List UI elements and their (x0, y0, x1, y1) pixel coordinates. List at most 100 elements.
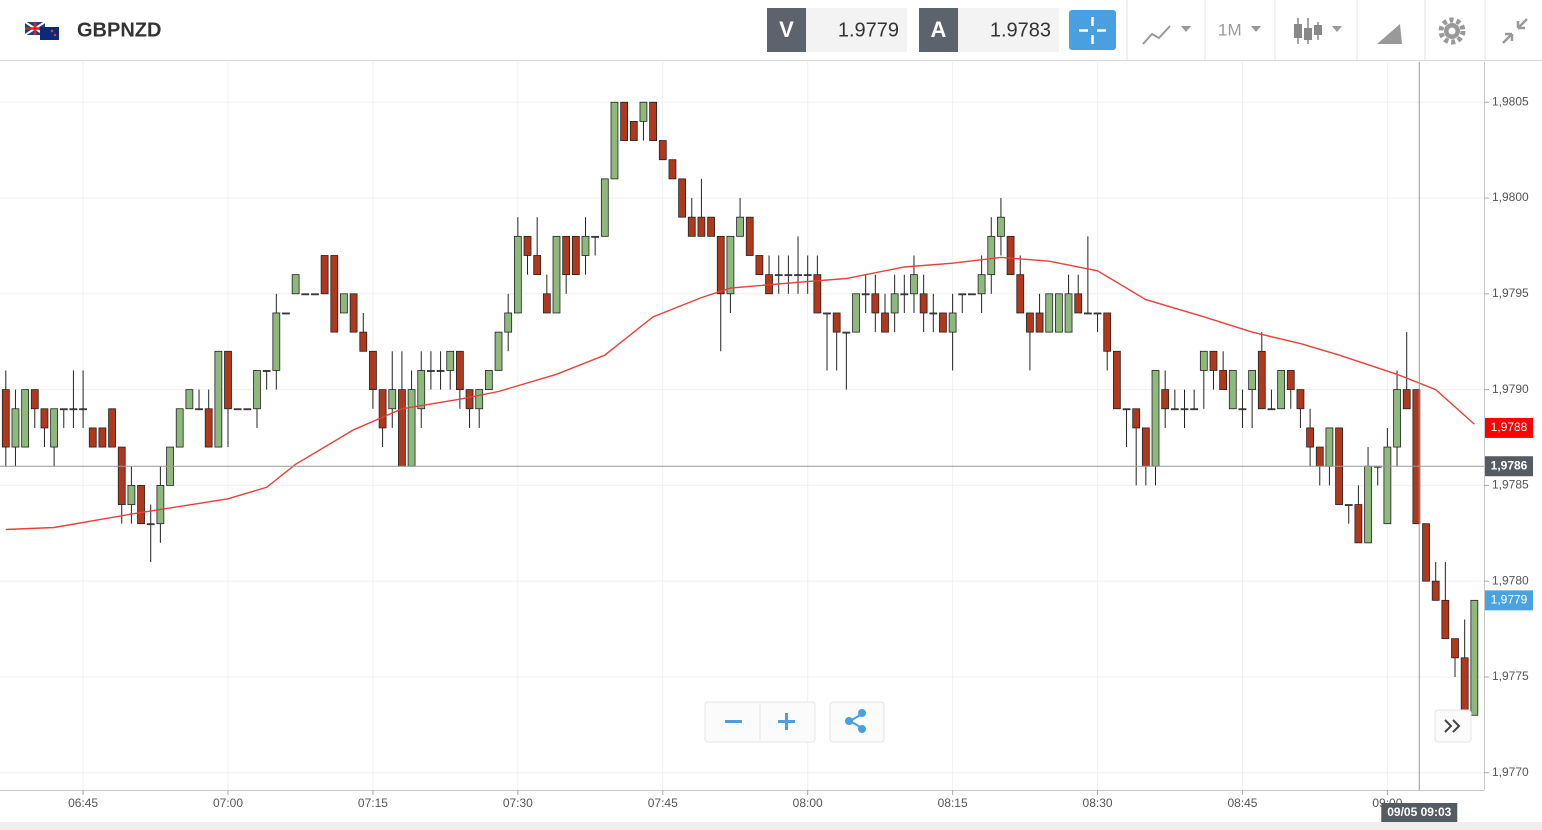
candle-body (1470, 599, 1479, 716)
candle-body (745, 216, 754, 256)
candle-body (968, 293, 976, 296)
candle-body (842, 331, 851, 334)
candle-icon (1304, 28, 1312, 40)
candle-body (1257, 350, 1266, 410)
candle-body (378, 389, 387, 429)
x-tick-label: 08:15 (938, 796, 968, 810)
candle-body (301, 293, 310, 296)
candle-body (21, 389, 29, 448)
candle-body (1055, 293, 1063, 333)
candle-body (436, 370, 445, 372)
candle-body (1364, 465, 1372, 544)
candle-body (813, 274, 822, 314)
ask-button[interactable] (919, 8, 958, 52)
scroll-end-button[interactable] (1434, 709, 1472, 743)
candle-body (803, 274, 812, 277)
interval-button[interactable]: 1M (1218, 20, 1261, 39)
candle-body (900, 293, 909, 296)
candle-body (1112, 350, 1121, 410)
price-badge (1485, 417, 1533, 438)
candle-body (146, 523, 155, 526)
candle-body (1277, 370, 1285, 410)
candle-body (117, 446, 126, 505)
candle-body (620, 101, 629, 141)
candle-body (108, 408, 116, 448)
x-tick-label: 07:45 (648, 796, 678, 810)
candle-body (987, 235, 996, 276)
candle-body (417, 370, 426, 410)
candle-body (282, 312, 290, 315)
header: GBPNZD V 1.9779 A 1.9783 1M (0, 0, 1542, 61)
candle-body (291, 274, 300, 295)
settings-button[interactable] (1438, 17, 1466, 45)
candle-body (156, 484, 165, 525)
candle-body (726, 235, 735, 295)
candle-body (871, 293, 880, 314)
candle-body (224, 350, 232, 410)
candle-body (195, 408, 203, 411)
candle-body (1199, 350, 1208, 371)
bid-price: 1.9779 (838, 19, 899, 41)
candle-body (1393, 389, 1401, 448)
candle-body (1460, 657, 1469, 716)
candle-body (678, 178, 686, 218)
candle-body (1402, 389, 1411, 410)
candle-body (890, 293, 899, 314)
crosshair-button[interactable] (1069, 10, 1116, 50)
candle-body (1422, 523, 1430, 582)
candle-body (262, 370, 271, 372)
candle-body (185, 389, 194, 410)
candle-body (600, 178, 609, 237)
dropdown-arrow (1332, 26, 1342, 32)
candle-body (542, 293, 551, 314)
candle-body (311, 293, 319, 296)
candle-body (997, 216, 1005, 237)
candle-body (1344, 504, 1353, 506)
bid-button[interactable] (767, 8, 806, 52)
chart-type-button[interactable] (1142, 25, 1191, 45)
candle-body (214, 350, 223, 448)
candle-body (716, 235, 725, 295)
scroll-end-icon (1444, 719, 1461, 733)
candle-body (330, 255, 339, 333)
candle-body (398, 389, 406, 467)
share-box (829, 701, 885, 743)
candle-type-button[interactable] (1294, 18, 1342, 44)
bottom-strip (0, 822, 1542, 830)
candle-body (175, 408, 184, 448)
collapse-icon[interactable] (1502, 18, 1528, 44)
x-tick-label: 07:30 (503, 796, 533, 810)
x-tick-label: 07:00 (213, 796, 243, 810)
candle-body (69, 408, 78, 411)
flag-star (53, 33, 57, 37)
candle-body (1103, 312, 1112, 352)
gear-hole (1448, 27, 1456, 35)
zoom-in[interactable] (778, 713, 795, 730)
y-tick-label: 1,9785 (1492, 478, 1529, 492)
candle-icon (1314, 25, 1322, 35)
candle-body (1383, 446, 1392, 525)
share-dot (845, 717, 853, 725)
draw-icon[interactable] (1377, 24, 1402, 44)
candle-body (272, 312, 281, 371)
candle-body (1190, 408, 1199, 411)
candle-body (1325, 427, 1334, 467)
candle-body (1296, 389, 1305, 410)
candle-body (707, 216, 715, 237)
dropdown-arrow (1251, 26, 1261, 32)
candle-body (861, 293, 870, 296)
candle-body (1151, 370, 1160, 467)
candle-body (1016, 274, 1025, 314)
candle-body (1248, 370, 1257, 391)
share-button[interactable] (845, 709, 866, 733)
candle-body (523, 235, 532, 256)
y-tick-label: 1,9770 (1492, 765, 1529, 779)
zoom-controls (704, 701, 1472, 743)
dropdown-arrow (1181, 26, 1191, 32)
bid-label: V (779, 17, 794, 42)
candle-body (456, 350, 464, 390)
separators (1126, 0, 1486, 60)
candle-body (359, 331, 368, 352)
